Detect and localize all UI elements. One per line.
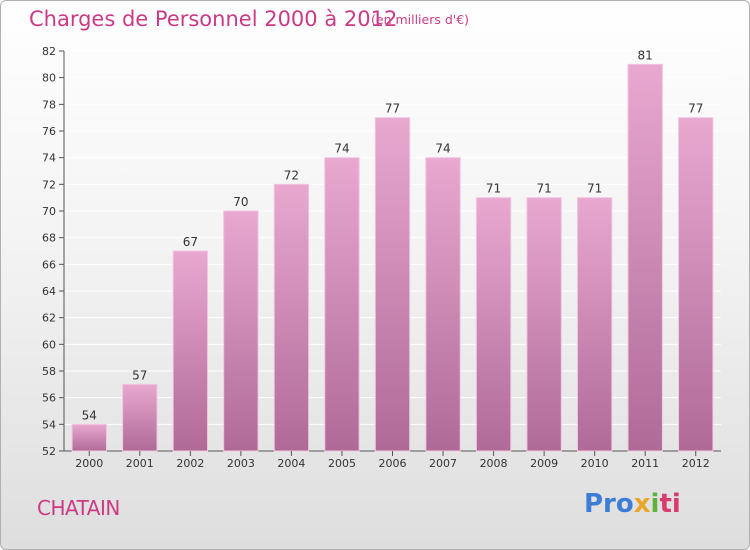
y-tick-label: 64 — [42, 285, 56, 298]
x-tick-label: 2004 — [277, 457, 305, 470]
bar-2008 — [475, 197, 512, 452]
value-label: 71 — [587, 182, 602, 196]
bar-2011 — [627, 63, 663, 452]
bar-2005 — [324, 157, 360, 452]
x-tick-label: 2002 — [176, 457, 204, 470]
value-label: 72 — [284, 168, 299, 182]
x-tick-label: 2012 — [682, 457, 710, 470]
logo-part-4: ti — [659, 489, 681, 519]
bar-2012 — [678, 117, 714, 452]
bar-2002 — [172, 250, 209, 452]
x-tick-label: 2010 — [581, 457, 609, 470]
x-tick-label: 2001 — [126, 457, 154, 470]
x-tick-label: 2008 — [480, 457, 508, 470]
y-tick-label: 76 — [42, 125, 56, 138]
value-label: 81 — [638, 48, 653, 62]
bar-2006 — [374, 117, 411, 452]
y-tick-label: 70 — [42, 205, 56, 218]
x-tick-label: 2006 — [379, 457, 407, 470]
bars: 54 57 67 70 72 74 77 74 71 71 71 81 77 — [71, 48, 714, 452]
x-axis: 2000 2001 2002 2003 2004 2005 2006 2007 2008 2009… — [75, 451, 710, 470]
x-tick-label: 2011 — [631, 457, 659, 470]
commune-name: CHATAIN — [37, 496, 120, 520]
value-label: 71 — [536, 182, 551, 196]
y-tick-label: 80 — [42, 72, 56, 85]
logo-part-1: Pro — [584, 489, 634, 519]
x-tick-label: 2005 — [328, 457, 356, 470]
value-label: 54 — [82, 408, 97, 422]
value-label: 74 — [435, 142, 450, 156]
x-tick-label: 2007 — [429, 457, 457, 470]
y-tick-label: 78 — [42, 98, 56, 111]
y-tick-label: 82 — [42, 45, 56, 58]
bar-2010 — [576, 197, 613, 452]
x-tick-label: 2003 — [227, 457, 255, 470]
value-label: 70 — [233, 195, 248, 209]
y-tick-label: 66 — [42, 258, 56, 271]
value-label: 77 — [688, 102, 703, 116]
value-label: 71 — [486, 182, 501, 196]
y-tick-label: 74 — [42, 152, 56, 165]
x-tick-label: 2009 — [530, 457, 558, 470]
value-label: 67 — [183, 235, 198, 249]
y-tick-label: 62 — [42, 312, 56, 325]
value-label: 57 — [132, 368, 147, 382]
bar-2009 — [526, 197, 562, 452]
value-label: 77 — [385, 102, 400, 116]
chart-subtitle: (en milliers d'€) — [371, 12, 470, 27]
x-tick-label: 2000 — [75, 457, 103, 470]
y-tick-label: 60 — [42, 338, 56, 351]
logo-part-3: i — [650, 489, 660, 519]
value-label: 74 — [334, 142, 349, 156]
y-tick-label: 56 — [42, 392, 56, 405]
bar-2000 — [71, 423, 107, 452]
logo-part-2: x — [633, 489, 651, 519]
y-tick-label: 68 — [42, 232, 56, 245]
y-tick-label: 72 — [42, 178, 56, 191]
chart-title: Charges de Personnel 2000 à 2012 — [29, 7, 398, 31]
y-tick-label: 58 — [42, 365, 56, 378]
bar-2004 — [273, 183, 310, 452]
proxiti-logo: Proxiti — [584, 489, 681, 519]
y-tick-label: 52 — [42, 445, 56, 458]
y-tick-label: 54 — [42, 418, 56, 431]
bar-2001 — [122, 383, 158, 452]
bar-2003 — [223, 210, 259, 452]
bar-2007 — [425, 157, 461, 452]
